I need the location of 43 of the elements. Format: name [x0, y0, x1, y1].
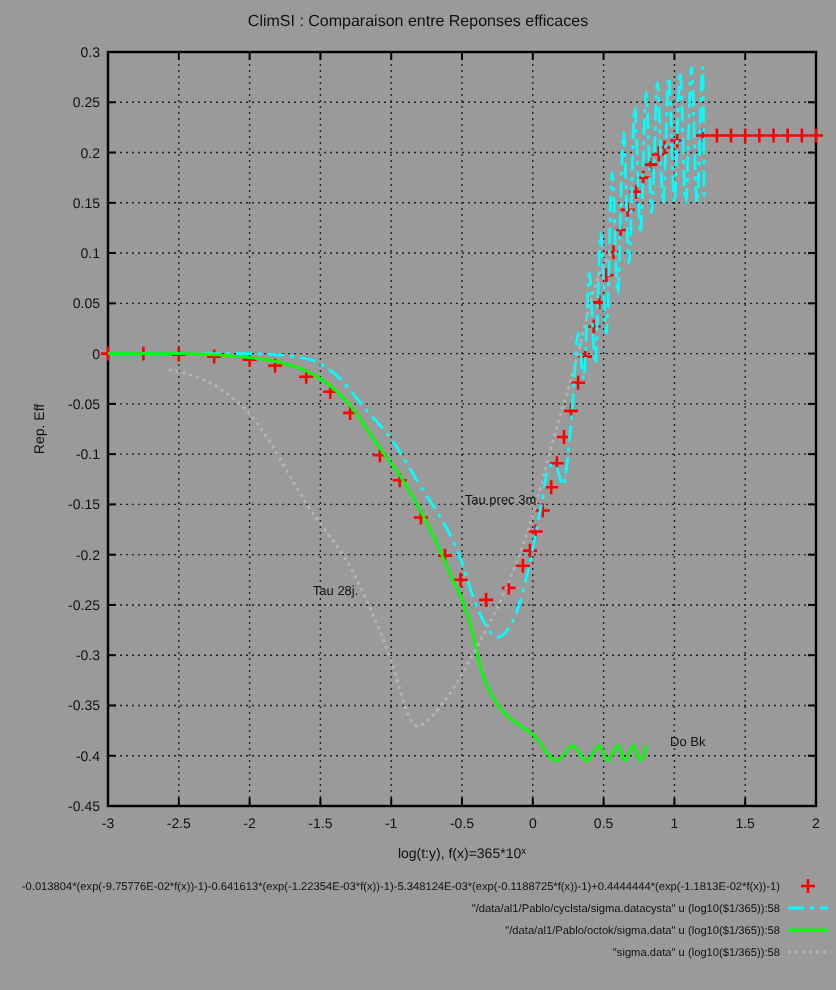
point [205, 348, 223, 365]
point [266, 357, 284, 374]
point [765, 127, 782, 144]
point [562, 402, 580, 420]
point [297, 368, 315, 386]
point [656, 139, 673, 156]
point [569, 374, 587, 392]
line-series [106, 352, 648, 763]
point [708, 127, 726, 144]
point [642, 156, 659, 173]
point [736, 127, 754, 144]
point [619, 201, 636, 219]
point [694, 127, 712, 144]
point [170, 346, 188, 363]
point [322, 383, 339, 401]
point [634, 169, 652, 186]
point [722, 127, 740, 144]
point [500, 579, 518, 597]
point [436, 547, 454, 564]
point [477, 591, 495, 609]
point [807, 127, 825, 144]
point [793, 127, 811, 144]
point [391, 471, 408, 489]
point [452, 571, 469, 589]
point [241, 351, 258, 368]
point [534, 502, 552, 519]
point [591, 294, 608, 311]
point [527, 523, 544, 540]
point [598, 266, 615, 284]
point [521, 542, 539, 559]
point [650, 146, 668, 163]
point [514, 557, 532, 575]
point [585, 318, 602, 335]
point [548, 454, 566, 472]
chart-title: ClimSI : Comparaison entre Reponses efficaces [247, 12, 589, 30]
point [412, 509, 430, 526]
point [668, 132, 686, 149]
point [542, 479, 560, 496]
point [779, 127, 796, 144]
point [371, 446, 389, 464]
point [341, 404, 359, 422]
point [751, 127, 768, 144]
line-series [167, 251, 613, 727]
